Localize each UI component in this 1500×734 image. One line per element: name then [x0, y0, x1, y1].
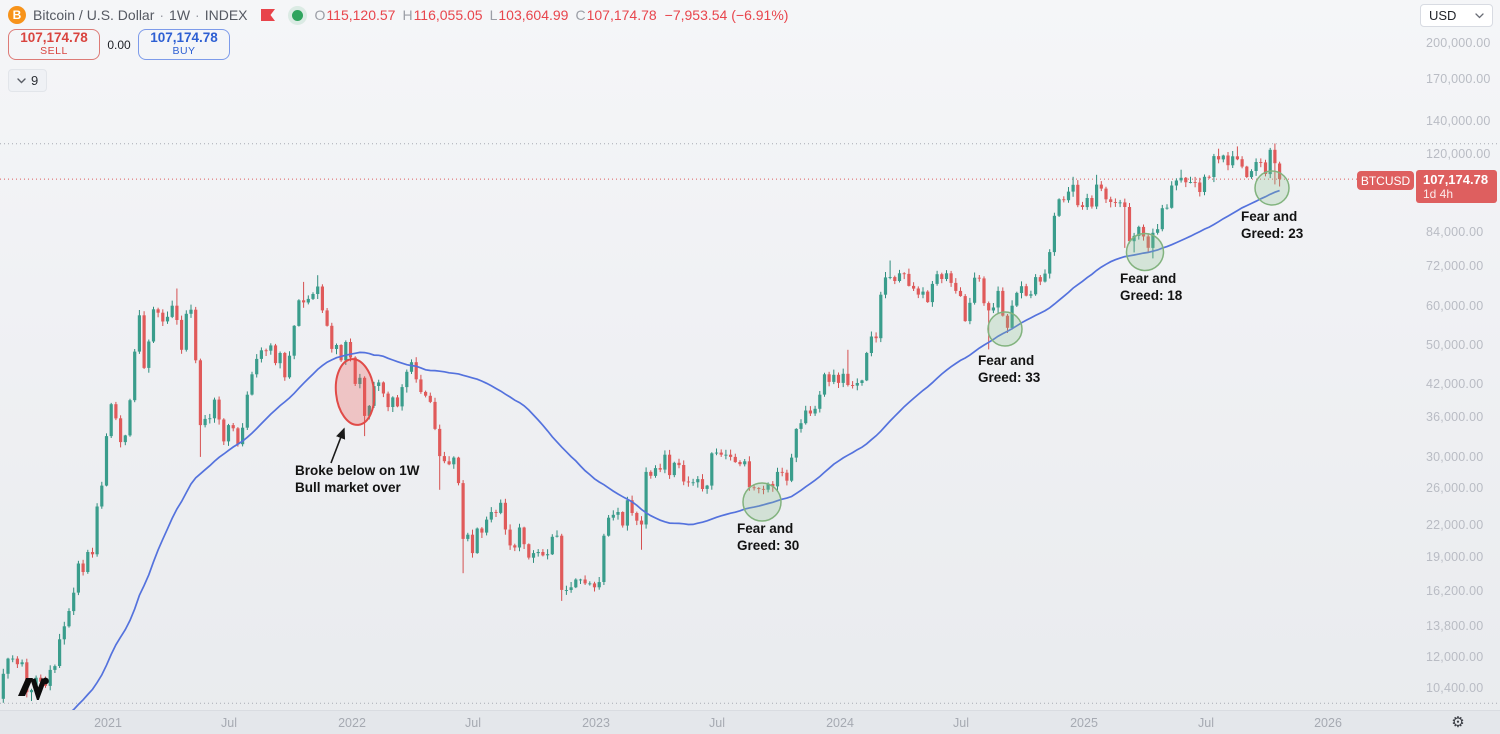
close-value: 107,174.78 — [586, 7, 657, 23]
market-status-dot-icon — [291, 9, 303, 21]
ohlc-readout: O 115,120.57 H 116,055.05 L 103,604.99 C… — [315, 7, 789, 23]
time-tick-label: 2025 — [1070, 715, 1098, 730]
time-tick-label: Jul — [221, 715, 237, 730]
open-value: 115,120.57 — [326, 7, 396, 23]
indicators-legend-chip[interactable]: 9 — [8, 69, 48, 92]
tradingview-logo[interactable] — [16, 672, 52, 705]
bar-countdown: 1d 4h — [1423, 187, 1454, 201]
time-tick-label: 2023 — [582, 715, 610, 730]
currency-value: USD — [1429, 8, 1457, 23]
last-price-value: 107,174.78 — [1423, 172, 1489, 187]
buy-label: BUY — [172, 45, 196, 58]
chevron-down-icon — [1475, 12, 1484, 18]
highlight-circle[interactable] — [742, 482, 782, 522]
candles-layer — [1, 143, 1282, 703]
time-tick-label: 2021 — [94, 715, 122, 730]
bitcoin-icon: B — [8, 6, 26, 24]
indicators-count: 9 — [31, 73, 39, 88]
time-tick-label: Jul — [465, 715, 481, 730]
sell-price: 107,174.78 — [20, 30, 88, 46]
time-tick-label: Jul — [1198, 715, 1214, 730]
symbol-price-flag-text: BTCUSD — [1360, 173, 1411, 188]
currency-selector[interactable]: USD — [1420, 4, 1493, 27]
symbol-title: Bitcoin / U.S. Dollar — [33, 7, 155, 23]
legend-separator: · — [159, 7, 165, 23]
buy-button[interactable]: 107,174.78 BUY — [138, 29, 230, 60]
symbol-price-flag: BTCUSD — [1357, 171, 1414, 190]
chevron-down-icon — [17, 77, 26, 83]
sell-label: SELL — [40, 45, 68, 58]
breakdown-ellipse[interactable] — [333, 357, 378, 427]
trade-panel: 107,174.78 SELL 0.00 107,174.78 BUY — [8, 29, 230, 60]
high-label: H — [402, 7, 413, 23]
buy-price: 107,174.78 — [150, 30, 218, 46]
settings-gear-icon[interactable]: ⚙ — [1447, 711, 1469, 733]
change-value: −7,953.54 (−6.91%) — [664, 7, 789, 23]
high-value: 116,055.05 — [413, 7, 483, 23]
last-price-label: 107,174.78 1d 4h — [1416, 170, 1497, 203]
time-tick-label: 2026 — [1314, 715, 1342, 730]
sell-button[interactable]: 107,174.78 SELL — [8, 29, 100, 60]
timeframe-label[interactable]: 1W — [169, 7, 191, 23]
legend-separator: · — [195, 7, 200, 23]
chart-legend: B Bitcoin / U.S. Dollar · 1W · INDEX O 1… — [8, 5, 788, 25]
gear-glyph: ⚙ — [1451, 714, 1465, 731]
annotation-arrow-icon[interactable] — [330, 427, 346, 464]
low-label: L — [489, 7, 498, 23]
market-type-label: INDEX — [204, 7, 248, 23]
highlight-circle[interactable] — [1254, 170, 1290, 206]
ma-line — [71, 189, 1280, 710]
highlight-circle[interactable] — [987, 311, 1023, 347]
highlight-circle[interactable] — [1125, 232, 1165, 272]
time-tick-label: 2022 — [338, 715, 366, 730]
spread-value: 0.00 — [107, 37, 131, 52]
time-tick-label: 2024 — [826, 715, 854, 730]
time-tick-label: Jul — [709, 715, 725, 730]
open-label: O — [314, 7, 326, 23]
time-axis[interactable]: 2021 Jul 2022 Jul 2023 Jul 2024 Jul 2025 Jul 2026 — [0, 710, 1500, 734]
flag-icon[interactable] — [260, 8, 276, 23]
time-tick-label: Jul — [953, 715, 969, 730]
close-label: C — [575, 7, 586, 23]
low-value: 103,604.99 — [498, 7, 569, 23]
